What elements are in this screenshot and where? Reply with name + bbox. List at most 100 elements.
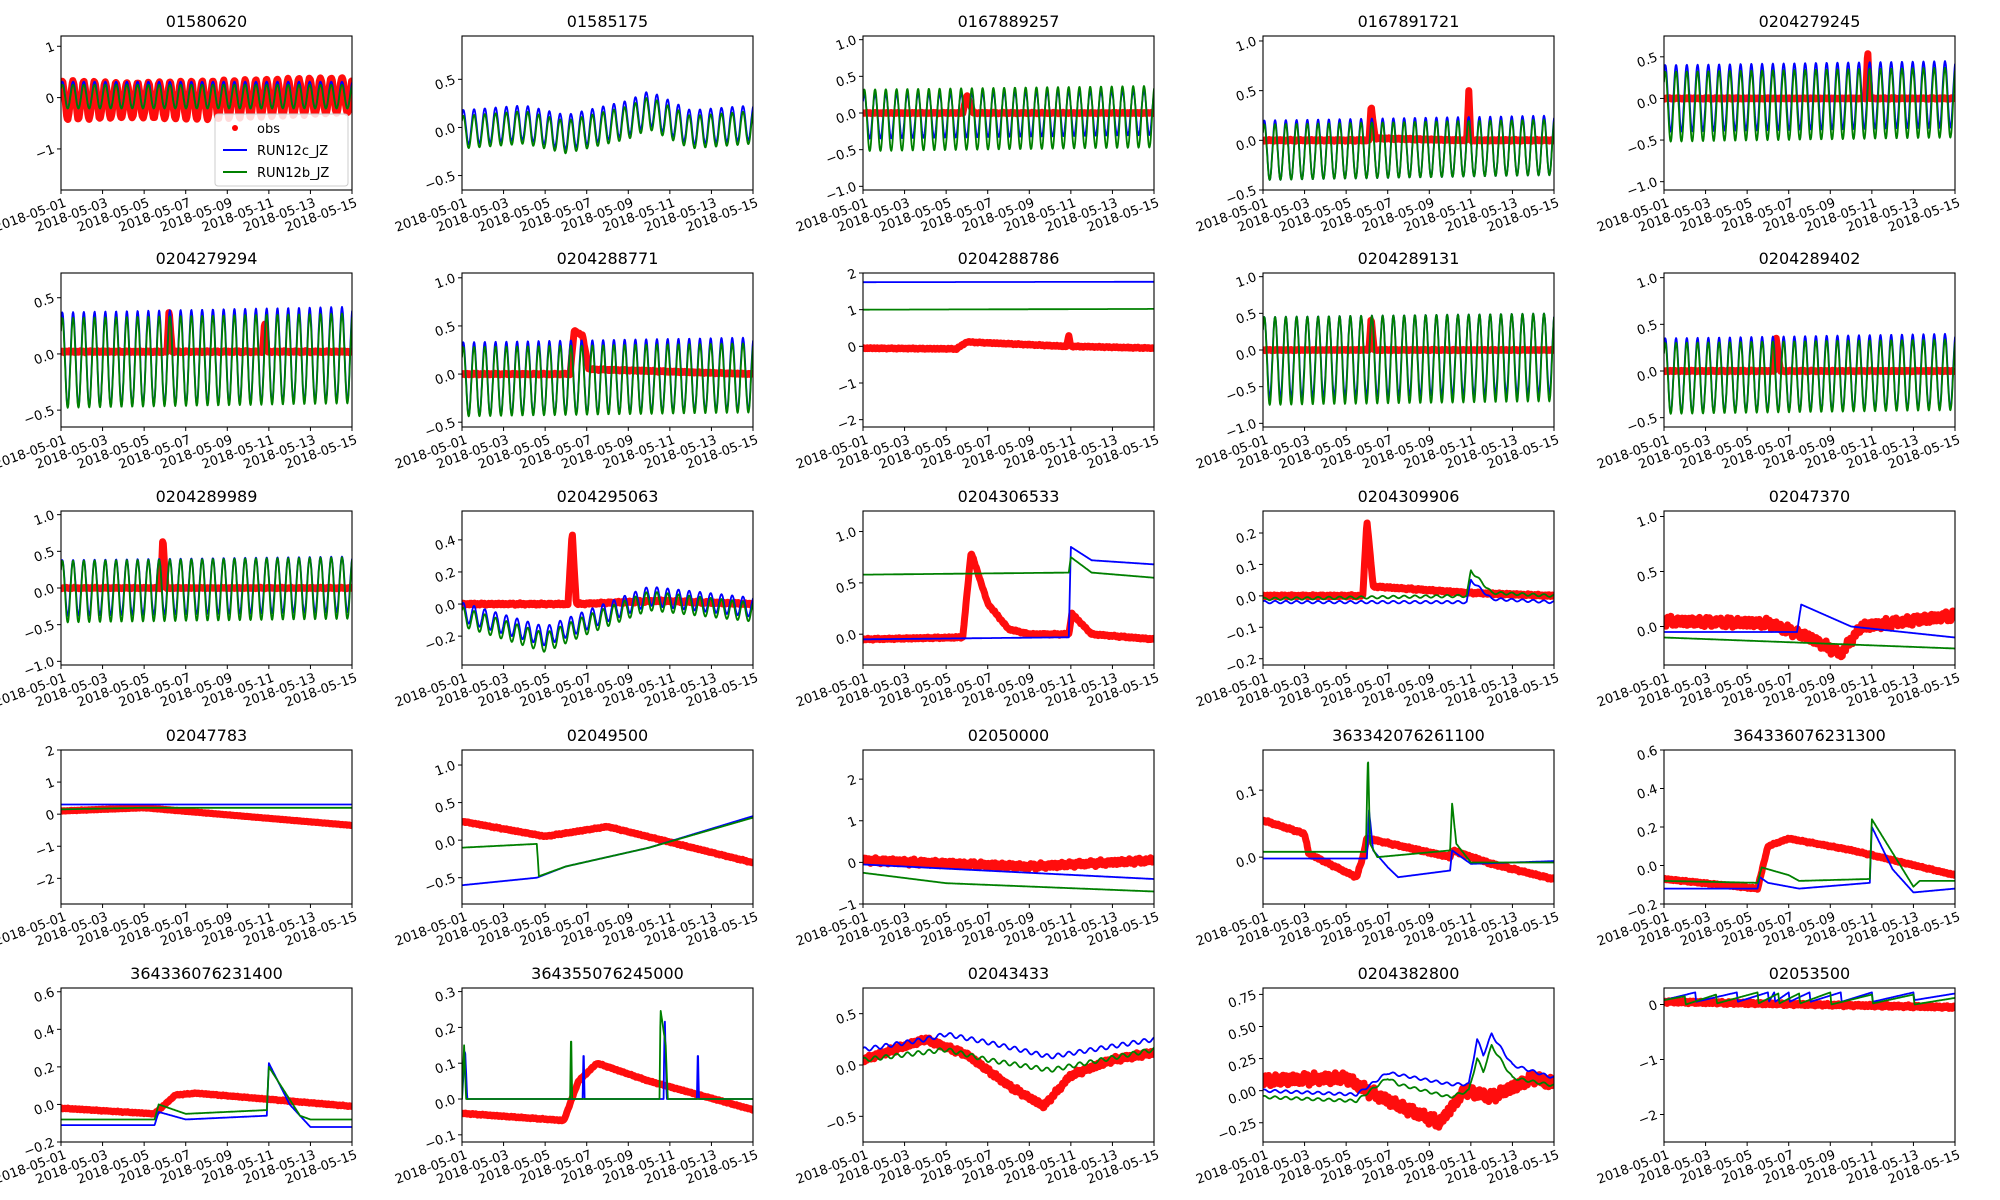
subplot-title: 0204288771 — [557, 249, 659, 268]
series-obs — [1263, 1069, 1554, 1131]
y-tick-label: −0.5 — [423, 169, 458, 194]
y-tick-label: 0.0 — [433, 834, 458, 855]
series-RUN12b_JZ — [1664, 991, 1955, 1006]
axes-frame — [461, 987, 754, 1143]
y-tick-label: 1 — [846, 303, 859, 320]
series-RUN12c_JZ — [1263, 578, 1554, 605]
subplot-0204288771: 0204288771−0.50.00.51.02018-05-012018-05… — [393, 249, 760, 473]
series-obs — [1664, 834, 1955, 893]
series-RUN12b_JZ — [863, 85, 1154, 152]
subplot-01580620: 01580620−1012018-05-012018-05-032018-05-… — [0, 12, 359, 236]
y-tick-label: −0.5 — [22, 404, 57, 429]
y-tick-label: −0.2 — [1224, 652, 1259, 677]
subplot-0204295063: 0204295063−0.20.00.20.42018-05-012018-05… — [393, 487, 760, 711]
axes-frame — [1262, 510, 1555, 666]
axes-frame — [461, 510, 754, 666]
axes-frame — [60, 749, 353, 905]
y-tick-label: −0.5 — [824, 143, 859, 168]
y-tick-label: −2 — [34, 872, 57, 893]
y-tick-label: 0 — [846, 856, 859, 873]
legend-frame — [214, 113, 349, 187]
series-RUN12b_JZ — [1263, 761, 1554, 864]
y-tick-label: −1.0 — [1625, 175, 1660, 200]
plot-area — [1664, 991, 1955, 1012]
series-obs — [1263, 87, 1554, 145]
axes-frame — [461, 749, 754, 905]
y-tick-label: 1.0 — [1635, 510, 1660, 531]
series-RUN12b_JZ — [61, 312, 352, 409]
y-tick-label: 0.4 — [32, 1023, 57, 1044]
axes-frame — [1663, 35, 1956, 191]
y-tick-label: 0.3 — [433, 985, 458, 1006]
y-tick-label: 0.1 — [1234, 784, 1259, 805]
axes-frame — [461, 272, 754, 428]
series-RUN12b_JZ — [863, 307, 1154, 311]
series-RUN12c_JZ — [462, 586, 753, 647]
subplot-02047783: 02047783−2−10122018-05-012018-05-032018-… — [0, 726, 359, 950]
series-RUN12b_JZ — [863, 556, 1154, 579]
series-RUN12b_JZ — [61, 1066, 352, 1121]
series-RUN12c_JZ — [1263, 1032, 1554, 1097]
series-obs — [863, 332, 1154, 353]
y-tick-label: 0.5 — [834, 1007, 859, 1028]
y-tick-label: 1.0 — [1635, 271, 1660, 292]
y-tick-label: 0.0 — [433, 597, 458, 618]
series-obs — [863, 854, 1154, 873]
y-tick-label: 0.0 — [1234, 851, 1259, 872]
subplot-0204309906: 0204309906−0.2−0.10.00.10.22018-05-01201… — [1194, 487, 1561, 711]
y-tick-label: −2 — [1637, 1108, 1660, 1129]
axes-frame — [461, 35, 754, 191]
y-tick-label: −2 — [836, 413, 859, 434]
y-tick-label: 0.2 — [32, 1060, 57, 1081]
y-tick-label: 0.5 — [1635, 50, 1660, 71]
plot-area — [1664, 50, 1955, 143]
y-tick-label: −1 — [836, 897, 859, 918]
plot-area — [1263, 312, 1554, 406]
y-tick-label: 0.5 — [433, 73, 458, 94]
y-tick-label: −1 — [1637, 1053, 1660, 1074]
y-tick-label: 0.0 — [1635, 92, 1660, 113]
y-tick-label: 2 — [44, 743, 57, 760]
y-tick-label: −0.5 — [1625, 411, 1660, 436]
y-tick-label: −0.1 — [423, 1128, 458, 1153]
y-tick-label: 1.0 — [834, 33, 859, 54]
subplot-title: 02043433 — [968, 964, 1049, 983]
series-obs — [61, 74, 352, 124]
y-tick-label: 0.0 — [32, 581, 57, 602]
subplot-02047370: 020473700.00.51.02018-05-012018-05-03201… — [1595, 487, 1962, 711]
y-tick-label: 0.4 — [433, 533, 458, 554]
subplot-title: 363342076261100 — [1332, 726, 1485, 745]
series-RUN12b_JZ — [1664, 338, 1955, 415]
subplot-02050000: 02050000−10122018-05-012018-05-032018-05… — [794, 726, 1161, 950]
y-tick-label: 0 — [846, 340, 859, 357]
subplot-364336076231400: 364336076231400−0.20.00.20.40.62018-05-0… — [0, 964, 359, 1188]
y-tick-label: 2 — [846, 773, 859, 790]
subplot-0167889257: 0167889257−1.0−0.50.00.51.02018-05-01201… — [794, 12, 1161, 236]
series-RUN12b_JZ — [1664, 818, 1955, 888]
y-tick-label: 0.1 — [1234, 558, 1259, 579]
subplot-title: 01580620 — [166, 12, 247, 31]
series-obs — [61, 804, 352, 830]
y-tick-label: 0.0 — [1234, 343, 1259, 364]
y-tick-label: −0.5 — [423, 871, 458, 896]
series-RUN12b_JZ — [61, 556, 352, 624]
y-tick-label: 0.0 — [1635, 364, 1660, 385]
plot-area — [462, 327, 753, 418]
series-obs — [462, 531, 753, 609]
subplot-title: 364355076245000 — [531, 964, 684, 983]
plot-area — [462, 91, 753, 155]
subplot-title: 02053500 — [1769, 964, 1850, 983]
y-tick-label: −1 — [34, 142, 57, 163]
y-tick-label: 1.0 — [1234, 270, 1259, 291]
subplot-0204279245: 0204279245−1.0−0.50.00.52018-05-012018-0… — [1595, 12, 1962, 236]
series-RUN12b_JZ — [1664, 636, 1955, 650]
subplot-title: 0204382800 — [1358, 964, 1460, 983]
y-tick-label: 0.5 — [834, 70, 859, 91]
series-RUN12b_JZ — [1263, 118, 1554, 181]
y-tick-label: 1.0 — [1234, 34, 1259, 55]
axes-frame — [60, 35, 353, 191]
series-RUN12c_JZ — [1664, 991, 1955, 1003]
y-tick-label: −1 — [836, 376, 859, 397]
y-tick-label: 1.0 — [433, 758, 458, 779]
subplot-0204306533: 02043065330.00.51.02018-05-012018-05-032… — [794, 487, 1161, 711]
